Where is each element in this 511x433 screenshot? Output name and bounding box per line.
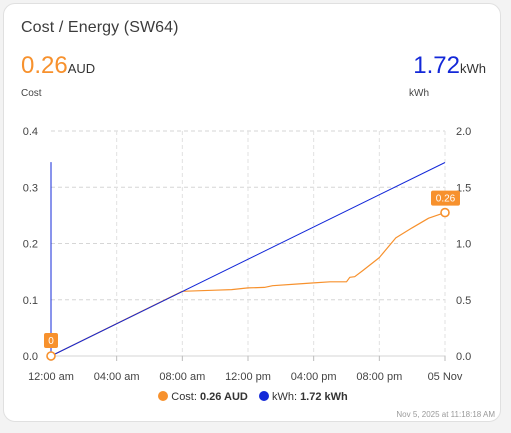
energy-stat[interactable]: 1.72kWh — [413, 52, 486, 80]
card-title: Cost / Energy (SW64) — [21, 19, 179, 36]
y-left-tick-label: 0.2 — [23, 239, 38, 251]
y-left-tick-label: 0.1 — [23, 295, 38, 307]
legend-cost-value: 0.26 AUD — [199, 391, 248, 403]
y-left-tick-label: 0.4 — [23, 126, 38, 138]
last-updated-timestamp: Nov 5, 2025 at 11:18:18 AM — [396, 410, 495, 419]
y-right-tick-label: 1.5 — [456, 182, 471, 194]
x-tick-label: 12:00 am — [28, 371, 74, 383]
cost-start-label: 0 — [48, 336, 54, 347]
cost-start-point — [46, 351, 56, 361]
cost-legend-dot — [158, 391, 169, 401]
cost-end-label-bg — [431, 190, 460, 206]
x-tick-label: 04:00 pm — [291, 371, 337, 383]
legend-item-cost[interactable]: Cost: 0.26 AUD — [158, 391, 248, 403]
y-right-tick-label: 0.5 — [456, 295, 471, 307]
cost-label: Cost — [21, 88, 42, 99]
x-tick-label: 08:00 am — [159, 371, 205, 383]
y-right-tick-label: 2.0 — [456, 126, 471, 138]
x-tick-label: 04:00 am — [94, 371, 140, 383]
cost-end-label: 0.26 — [436, 194, 456, 205]
cost-series-line — [50, 212, 446, 357]
cost-energy-card[interactable]: Cost / Energy (SW64) 0.26AUD Cost 1.72kW… — [3, 3, 501, 422]
legend-item-energy[interactable]: kWh: 1.72 kWh — [258, 391, 348, 403]
y-right-tick-label: 1.0 — [456, 239, 471, 251]
legend-energy-prefix: kWh: — [271, 391, 301, 403]
cost-stat[interactable]: 0.26AUD — [21, 52, 95, 80]
energy-unit: kWh — [460, 61, 486, 76]
x-tick-label: 12:00 pm — [225, 371, 271, 383]
y-left-tick-label: 0.0 — [23, 351, 38, 363]
cost-unit: AUD — [67, 61, 96, 76]
chart-legend: Cost: 0.26 AUD kWh: 1.72 kWh — [4, 391, 502, 403]
x-tick-label: 05 Nov — [428, 371, 463, 383]
energy-legend-dot — [258, 391, 269, 401]
cost-start-label-bg — [44, 333, 58, 348]
energy-series-line — [50, 162, 446, 357]
x-tick-label: 08:00 pm — [356, 371, 402, 383]
cost-energy-chart[interactable]: 0.0 0.1 0.2 0.3 0.4 0.0 0.5 1.0 1.5 2.0 12:00 am 04… — [4, 4, 502, 423]
legend-energy-value: 1.72 kWh — [300, 391, 348, 403]
legend-cost-prefix: Cost: — [171, 391, 200, 403]
energy-label: kWh — [409, 88, 429, 99]
cost-end-point — [440, 207, 450, 218]
y-left-tick-label: 0.3 — [23, 182, 38, 194]
cost-value: 0.26 — [21, 52, 68, 79]
energy-value: 1.72 — [413, 52, 460, 79]
y-right-tick-label: 0.0 — [456, 351, 471, 363]
